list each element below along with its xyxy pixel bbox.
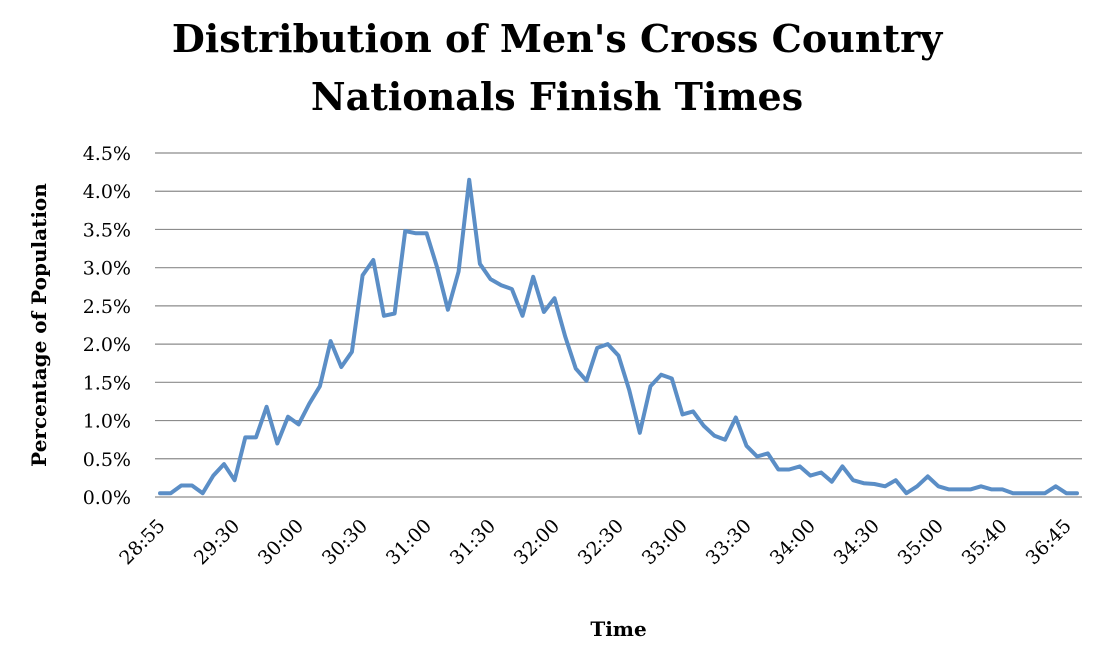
x-tick-label: 31:00 — [382, 515, 436, 569]
y-tick-label: 2.5% — [83, 296, 131, 318]
y-tick-label: 1.0% — [83, 411, 131, 433]
x-tick-label: 34:00 — [766, 515, 820, 569]
chart-title-line-2: Nationals Finish Times — [310, 74, 804, 119]
y-axis-title: Percentage of Population — [27, 183, 51, 467]
x-axis-ticks: 28:55 29:30 30:00 30:30 31:00 31:30 32:00 32:30… — [115, 515, 1076, 569]
y-tick-label: 0.0% — [83, 487, 131, 509]
y-tick-label: 3.0% — [83, 258, 131, 280]
x-tick-label: 33:30 — [702, 515, 756, 569]
x-tick-label: 30:00 — [254, 515, 308, 569]
y-tick-label: 1.5% — [83, 372, 131, 394]
x-tick-label: 28:55 — [115, 515, 169, 569]
series-line — [158, 177, 1079, 496]
x-tick-label: 29:30 — [190, 515, 244, 569]
y-tick-label: 2.0% — [83, 334, 131, 356]
chart-title-line-1: Distribution of Men's Cross Country — [171, 16, 943, 61]
chart-title: Distribution of Men's Cross Country Nati… — [0, 10, 1114, 126]
x-tick-label: 32:30 — [574, 515, 628, 569]
y-tick-label: 4.0% — [83, 181, 131, 203]
series-group — [158, 177, 1079, 496]
x-tick-label: 34:30 — [830, 515, 884, 569]
x-tick-label: 35:40 — [958, 515, 1012, 569]
x-tick-label: 32:00 — [510, 515, 564, 569]
x-tick-label: 36:45 — [1022, 515, 1076, 569]
y-tick-label: 4.5% — [83, 143, 131, 165]
x-tick-label: 33:00 — [638, 515, 692, 569]
x-axis-title: Time — [590, 617, 646, 641]
x-tick-label: 35:00 — [894, 515, 948, 569]
x-tick-label: 31:30 — [446, 515, 500, 569]
y-tick-label: 3.5% — [83, 219, 131, 241]
y-tick-label: 0.5% — [83, 449, 131, 471]
y-axis-ticks: 0.0% 0.5% 1.0% 1.5% 2.0% 2.5% 3.0% 3.5% 4.0% 4.5% — [83, 143, 131, 509]
gridlines — [155, 152, 1082, 460]
x-tick-label: 30:30 — [318, 515, 372, 569]
